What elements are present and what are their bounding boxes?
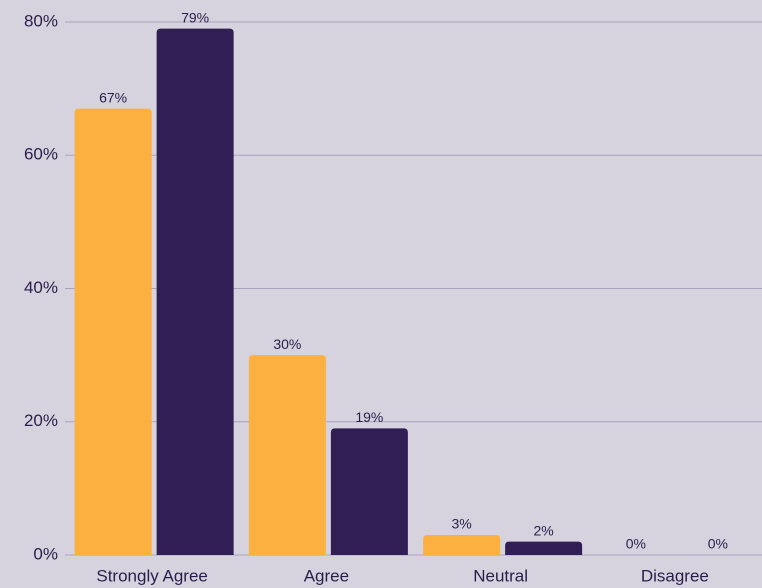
bar — [423, 535, 501, 555]
bar — [505, 541, 583, 555]
y-tick-label: 60% — [24, 145, 58, 164]
bar — [248, 355, 326, 555]
value-label: 30% — [273, 336, 301, 352]
value-label: 19% — [355, 409, 383, 425]
x-tick-label: Strongly Agree — [96, 566, 208, 585]
value-label: 79% — [181, 9, 209, 25]
bar — [156, 28, 234, 556]
x-tick-label: Neutral — [473, 566, 528, 585]
bar — [330, 428, 408, 555]
x-tick-label: Disagree — [641, 566, 709, 585]
y-tick-label: 0% — [33, 544, 58, 563]
value-label: 0% — [708, 536, 728, 552]
value-label: 3% — [452, 516, 472, 532]
y-tick-label: 40% — [24, 278, 58, 297]
value-label: 0% — [626, 536, 646, 552]
bar — [74, 108, 152, 556]
value-label: 67% — [99, 89, 127, 105]
x-tick-label: Agree — [304, 566, 349, 585]
value-label: 2% — [534, 522, 554, 538]
y-tick-label: 80% — [24, 11, 58, 30]
y-tick-label: 20% — [24, 411, 58, 430]
